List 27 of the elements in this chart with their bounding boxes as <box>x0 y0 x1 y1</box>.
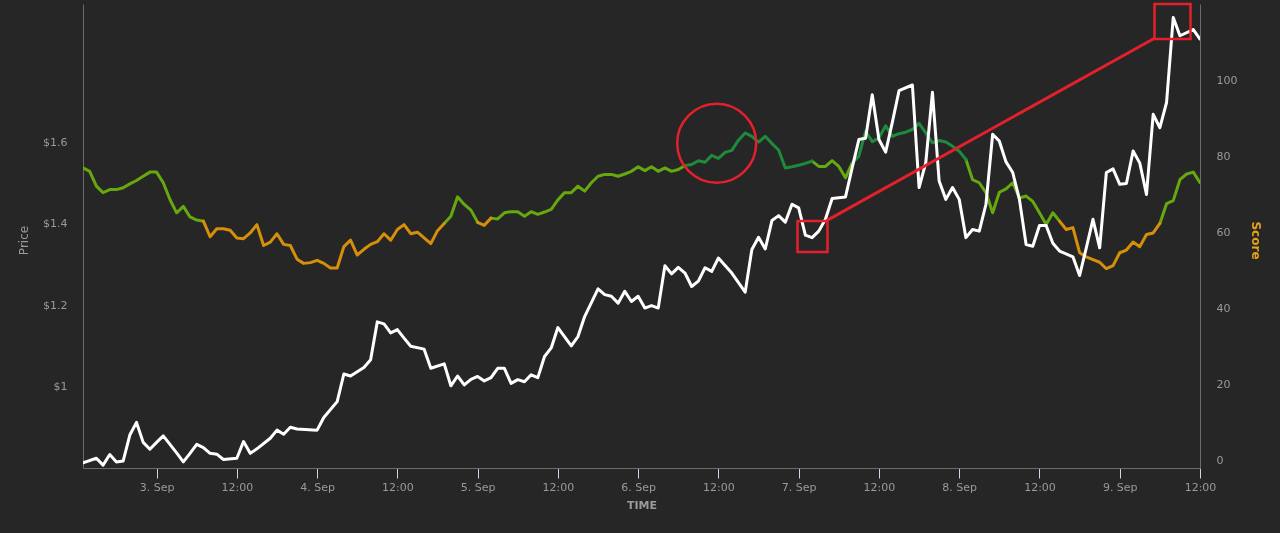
x-tick-label: 4. Sep <box>300 480 335 494</box>
x-tick-label: 7. Sep <box>781 480 817 494</box>
x-axis-title: TIME <box>626 498 658 512</box>
x-tick-label: 12:00 <box>382 480 414 494</box>
y-tick-label: $1.2 <box>43 298 68 312</box>
y2-tick-label: 40 <box>1216 301 1231 315</box>
x-tick-label: 5. Sep <box>460 480 496 494</box>
x-tick-label: 3. Sep <box>139 480 175 494</box>
y2-tick-label: 60 <box>1216 225 1231 239</box>
y2-tick-label: 20 <box>1216 377 1231 391</box>
y2-tick-label: 100 <box>1216 73 1238 87</box>
y-tick-label: $1 <box>53 380 68 394</box>
x-tick-label: 6. Sep <box>621 480 657 494</box>
y-axis-title: Price <box>16 225 31 256</box>
y2-axis-title: Score <box>1248 221 1263 260</box>
x-tick-label: 12:00 <box>1184 480 1217 494</box>
y2-tick-label: 0 <box>1216 453 1224 467</box>
x-tick-label: 8. Sep <box>942 480 978 494</box>
x-tick-label: 12:00 <box>542 480 575 494</box>
x-tick-label: 12:00 <box>863 480 896 494</box>
x-tick-label: 9. Sep <box>1102 480 1138 494</box>
x-tick-label: 12:00 <box>703 480 735 494</box>
x-tick-label: 12:00 <box>1024 480 1056 494</box>
y-tick-label: $1.4 <box>43 217 68 231</box>
x-tick-label: 12:00 <box>221 480 254 494</box>
y-tick-label: $1.6 <box>43 135 68 149</box>
y2-tick-label: 80 <box>1216 149 1231 163</box>
